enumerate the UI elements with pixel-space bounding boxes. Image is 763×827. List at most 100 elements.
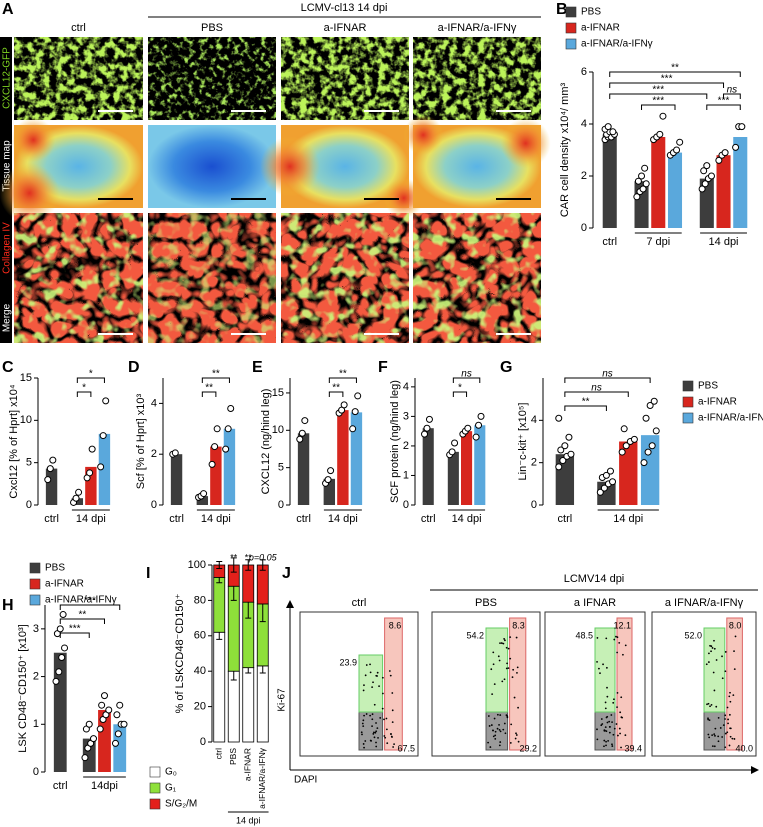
event-dot xyxy=(362,725,365,727)
bar xyxy=(350,412,363,505)
event-dot xyxy=(507,667,510,669)
event-dot xyxy=(369,714,372,717)
event-dot xyxy=(502,728,505,731)
data-point xyxy=(349,425,357,433)
x-tick-label: ctrl xyxy=(558,513,573,525)
data-point xyxy=(609,128,617,136)
data-point xyxy=(639,185,647,193)
panel-label: A xyxy=(2,1,14,18)
data-point xyxy=(555,414,563,422)
gate-value: 8.0 xyxy=(729,620,742,630)
y-axis-label: LSK CD48⁻CD150⁺ [x10³] xyxy=(17,624,29,752)
data-point xyxy=(227,404,235,412)
x-tick-label: ctrl xyxy=(53,780,68,792)
event-dot xyxy=(707,717,709,720)
gate-s xyxy=(726,617,743,751)
event-dot xyxy=(596,660,598,663)
event-dot xyxy=(705,663,708,666)
panel-label: C xyxy=(2,359,14,376)
y-axis-label: Lin⁻c-kit⁺ [x10⁵] xyxy=(517,403,529,481)
event-dot xyxy=(620,746,622,749)
data-point xyxy=(634,177,642,185)
event-dot xyxy=(360,731,363,734)
micrograph xyxy=(413,213,541,343)
bar xyxy=(602,134,617,228)
data-point xyxy=(200,490,208,498)
event-dot xyxy=(717,740,720,743)
event-dot xyxy=(496,713,499,716)
gfp-signal xyxy=(281,213,409,343)
data-point xyxy=(55,668,63,676)
error-bar xyxy=(245,559,252,571)
gfp-signal xyxy=(14,37,143,120)
event-dot xyxy=(389,733,392,735)
data-point xyxy=(102,397,110,405)
event-dot xyxy=(615,723,618,725)
bar xyxy=(223,428,236,505)
data-point xyxy=(59,611,67,619)
event-dot xyxy=(381,707,384,710)
bar xyxy=(447,451,459,505)
y-tick-label: 0 xyxy=(200,736,206,748)
panel-title: LCMV14 dpi xyxy=(564,573,625,585)
data-point xyxy=(324,476,332,484)
event-dot xyxy=(713,745,716,748)
event-dot xyxy=(606,686,608,689)
event-dot xyxy=(711,647,714,649)
error-bar xyxy=(216,560,223,570)
data-point xyxy=(609,478,617,486)
data-point xyxy=(559,457,567,465)
panel-label: F xyxy=(378,359,388,376)
gate-value: 52.0 xyxy=(684,630,702,640)
gate-g0 xyxy=(358,711,384,751)
gate-g0 xyxy=(703,711,726,751)
event-dot xyxy=(610,714,613,716)
event-dot xyxy=(383,735,386,737)
bracket xyxy=(59,618,105,624)
y-tick-label: 15 xyxy=(20,372,32,384)
event-dot xyxy=(494,734,497,737)
legend-swatch xyxy=(682,380,694,392)
event-dot xyxy=(375,722,377,724)
event-dot xyxy=(498,724,500,726)
event-dot xyxy=(376,675,379,677)
event-dot xyxy=(492,729,494,732)
event-dot xyxy=(391,736,393,738)
data-point xyxy=(81,754,89,762)
y-tick-label: 3 xyxy=(33,623,39,635)
event-dot xyxy=(489,746,492,748)
column-label: a IFNAR xyxy=(574,597,616,609)
gfp-signal xyxy=(14,213,143,343)
event-dot xyxy=(603,739,606,742)
gate-value: 39.4 xyxy=(624,743,642,753)
panel-label: J xyxy=(282,565,291,582)
y-axis-label: Scf [% of Hprt] x10³ xyxy=(135,393,147,489)
legend-label: G₀ xyxy=(165,767,177,778)
event-dot xyxy=(719,727,722,729)
event-dot xyxy=(601,723,604,725)
data-point xyxy=(732,143,740,151)
x-axis-label: DAPI xyxy=(294,775,317,786)
event-dot xyxy=(728,695,731,698)
event-dot xyxy=(497,655,500,658)
event-dot xyxy=(506,662,508,665)
event-dot xyxy=(375,730,378,733)
event-dot xyxy=(710,650,712,653)
data-point xyxy=(557,446,565,454)
group-label: 14 dpi xyxy=(236,815,261,825)
event-dot xyxy=(492,663,495,666)
event-dot xyxy=(613,638,616,641)
data-point xyxy=(52,677,60,685)
significance: ** xyxy=(332,383,340,394)
event-dot xyxy=(499,730,502,733)
event-dot xyxy=(714,727,717,730)
event-dot xyxy=(487,715,490,717)
event-dot xyxy=(729,727,732,730)
data-point xyxy=(642,180,650,188)
x-tick-label: 14 dpi xyxy=(328,513,358,525)
event-dot xyxy=(604,701,607,704)
event-dot xyxy=(596,728,598,731)
data-point xyxy=(630,435,638,443)
event-dot xyxy=(713,639,715,642)
